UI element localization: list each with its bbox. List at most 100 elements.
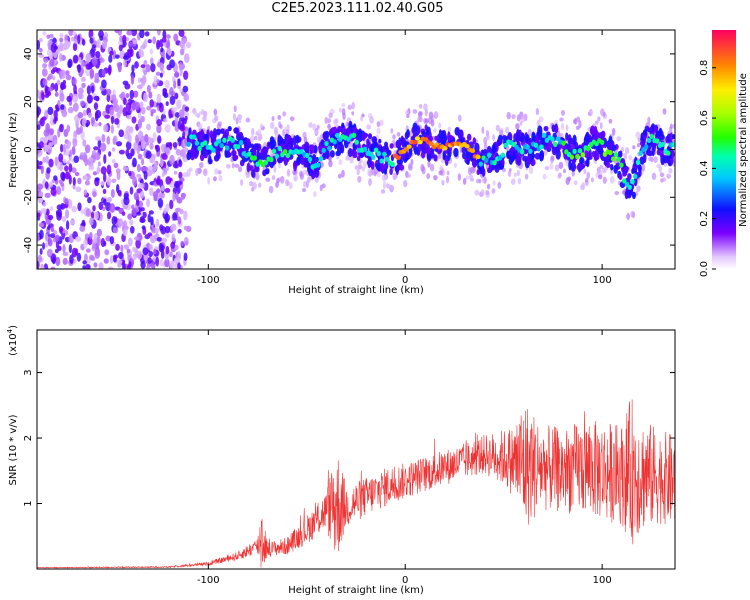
spectrogram-cell [245, 117, 251, 123]
spectrogram-cell [478, 161, 484, 167]
spectrogram-cell [237, 166, 243, 173]
spectrogram-cell [568, 144, 573, 150]
spectrogram-cell [160, 244, 165, 252]
spectrogram-cell [109, 203, 116, 213]
spectrogram-cell [130, 148, 135, 157]
spectrogram-cell [87, 161, 94, 167]
spectrogram-cell [165, 203, 170, 212]
spectrogram-cell [44, 181, 49, 190]
spectrogram-cell [127, 134, 132, 143]
spectrogram-cell [164, 79, 170, 89]
spectrogram-cell [69, 254, 74, 265]
spectrogram-cell [87, 196, 92, 204]
spectrogram-cell [180, 240, 185, 247]
spectrogram-cell [141, 225, 146, 230]
spectrogram-cell [470, 166, 475, 174]
spectrogram-cell [147, 39, 152, 44]
spectrogram-cell [183, 252, 188, 262]
spectrogram-cell [94, 72, 100, 83]
spectrogram-cell [483, 136, 488, 145]
spectrogram-cell [83, 175, 88, 180]
spectrogram-cell [117, 62, 122, 73]
spectrogram-cell [70, 36, 75, 42]
spectrogram-cell [199, 111, 204, 116]
spectrogram-cell [178, 109, 185, 118]
spectrogram-cell [48, 73, 53, 80]
spectrogram-cell [84, 144, 91, 154]
spectrogram-cell [155, 178, 161, 185]
spectrogram-cell [218, 174, 223, 182]
spectrogram-cell [341, 103, 346, 108]
spectrogram-cell [282, 111, 287, 117]
spectrogram-cell [433, 154, 438, 162]
spectrogram-cell [457, 173, 462, 181]
spectrogram-cell [184, 116, 188, 121]
spectrogram-cell [461, 152, 467, 160]
spectrogram-cell [73, 84, 77, 95]
spectrogram-cell [511, 113, 516, 120]
spectrogram-cell [307, 176, 311, 183]
spectrogram-cell [76, 252, 82, 262]
spectrogram-cell [259, 123, 264, 129]
spectrogram-cell [219, 142, 224, 149]
spectrogram-cell [352, 126, 358, 134]
spectrogram-cell [307, 156, 313, 162]
spectrogram-cell [47, 106, 54, 116]
spectrogram-cell [231, 162, 235, 169]
spectrogram-cell [651, 172, 657, 180]
spectrogram-cell [150, 63, 156, 73]
spectrogram-cell [111, 216, 117, 226]
spectrogram-cell [395, 155, 401, 160]
spectrogram-cell [100, 142, 107, 152]
spectrogram-cell [276, 177, 280, 184]
spectrogram-cell [480, 189, 485, 197]
spectrogram-cell [150, 111, 154, 117]
spectrogram-cell [559, 117, 564, 122]
spectrogram-cell [313, 191, 317, 198]
spectrogram-cell [168, 109, 172, 119]
spectrogram-cell [589, 109, 593, 116]
spectrogram-cell [269, 157, 274, 163]
spectrogram-cell [368, 151, 373, 157]
spectrogram-cell [586, 145, 591, 151]
spectrogram-cell [593, 125, 598, 137]
spectrogram-cell [202, 148, 207, 157]
spectrogram-cell [497, 181, 502, 189]
spectrogram-cell [46, 49, 52, 56]
spectrogram-cell [67, 106, 74, 114]
spectrogram-cell [85, 208, 92, 218]
spectrogram-cell [174, 116, 179, 126]
spectrogram-cell [178, 136, 182, 147]
spectrogram-cell [485, 189, 490, 196]
spectrogram-cell [80, 209, 87, 215]
spectrogram-cell [132, 39, 138, 44]
spectrogram-cell [65, 149, 70, 156]
figure-title: C2E5.2023.111.02.40.G05 [271, 1, 444, 16]
spectrogram-cell [64, 165, 69, 172]
spectrogram-cell [165, 147, 171, 156]
spectrogram-cell [142, 247, 149, 256]
spectrogram-cell [198, 161, 204, 169]
spectrogram-cell [101, 133, 106, 143]
spectrogram-cell [77, 64, 82, 73]
spectrogram-cell [164, 213, 171, 222]
spectrogram-cell [357, 161, 362, 170]
spectrogram-cell [447, 151, 451, 161]
spectrogram-cell [140, 166, 146, 172]
spectrogram-cell [226, 163, 231, 169]
spectrogram-cell [418, 103, 423, 109]
spectrogram-cell [150, 216, 154, 226]
spectrogram-cell [160, 158, 164, 165]
spectrogram-cell [89, 37, 94, 44]
spectrogram-cell [524, 173, 529, 180]
spectrogram-cell [100, 180, 106, 186]
spectrogram-cell [303, 156, 308, 168]
spectrogram-cell [123, 55, 129, 60]
spectrogram-cell [106, 211, 112, 220]
spectrogram-cell [553, 141, 558, 148]
spectrogram-cell [581, 182, 586, 191]
spectrogram-cell [113, 162, 119, 169]
spectrogram-cell [565, 132, 569, 141]
spectrogram-cell [580, 152, 586, 158]
spectrogram-cell [503, 142, 508, 148]
